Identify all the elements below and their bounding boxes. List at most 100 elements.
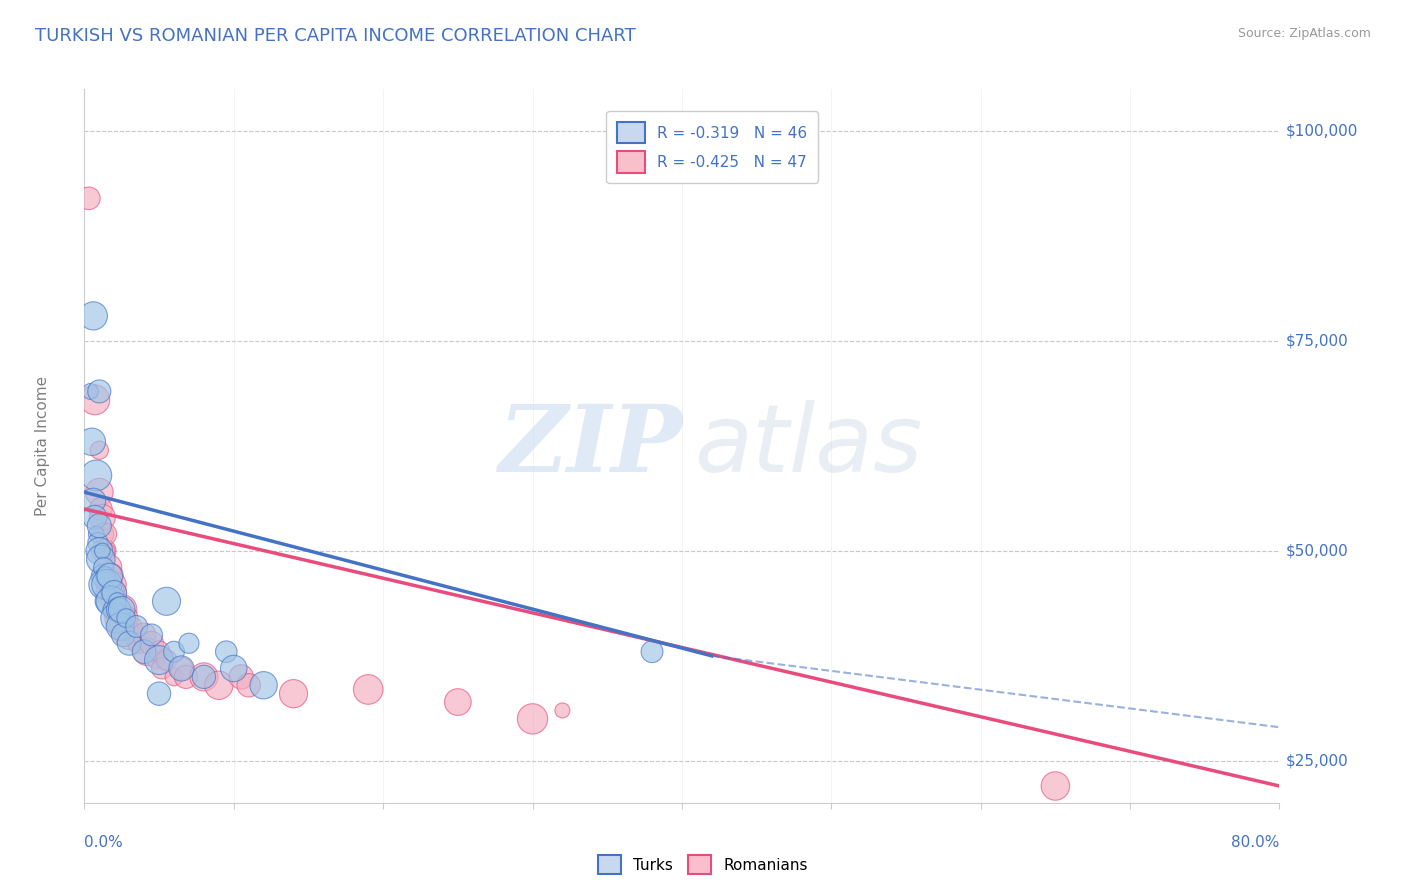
Text: 0.0%: 0.0% <box>84 835 124 850</box>
Point <box>103 586 125 600</box>
Text: Source: ZipAtlas.com: Source: ZipAtlas.com <box>1237 27 1371 40</box>
Point <box>522 712 544 726</box>
Point <box>91 569 114 583</box>
Point <box>93 544 115 558</box>
Point <box>155 653 177 667</box>
Point <box>112 628 135 642</box>
Point <box>100 586 122 600</box>
Point <box>86 527 108 541</box>
Point <box>94 569 117 583</box>
Point <box>96 577 118 591</box>
Point <box>93 577 115 591</box>
Point <box>94 527 117 541</box>
Point <box>170 661 193 675</box>
Point <box>115 611 138 625</box>
Point <box>89 485 111 500</box>
Point <box>122 619 145 633</box>
Point <box>208 678 231 692</box>
Point <box>89 443 111 458</box>
Point <box>100 594 122 608</box>
Point <box>91 510 114 524</box>
Point <box>98 569 121 583</box>
Point <box>97 560 120 574</box>
Text: $75,000: $75,000 <box>1285 334 1348 349</box>
Point <box>87 535 110 549</box>
Point <box>125 619 148 633</box>
Point <box>90 552 112 566</box>
Point <box>163 670 186 684</box>
Point <box>77 191 100 205</box>
Point <box>89 384 111 399</box>
Point <box>127 636 149 650</box>
Text: 80.0%: 80.0% <box>1232 835 1279 850</box>
Point <box>141 636 163 650</box>
Point <box>170 661 193 675</box>
Point <box>551 703 574 717</box>
Point <box>97 577 120 591</box>
Point <box>89 544 111 558</box>
Legend: R = -0.319   N = 46, R = -0.425   N = 47: R = -0.319 N = 46, R = -0.425 N = 47 <box>606 112 818 184</box>
Point <box>83 510 105 524</box>
Point <box>231 670 253 684</box>
Point <box>94 560 117 574</box>
Point <box>163 645 186 659</box>
Point <box>118 636 141 650</box>
Point <box>222 661 245 675</box>
Text: $100,000: $100,000 <box>1285 124 1358 138</box>
Text: atlas: atlas <box>695 401 922 491</box>
Point <box>89 518 111 533</box>
Point <box>238 678 260 692</box>
Point <box>103 586 125 600</box>
Point <box>91 544 114 558</box>
Point <box>111 603 134 617</box>
Point <box>193 670 215 684</box>
Point <box>145 653 167 667</box>
Point <box>82 493 104 508</box>
Point <box>132 628 156 642</box>
Legend: Turks, Romanians: Turks, Romanians <box>592 849 814 880</box>
Point <box>97 586 120 600</box>
Point <box>96 544 118 558</box>
Point <box>148 645 170 659</box>
Point <box>141 628 163 642</box>
Point <box>118 628 141 642</box>
Text: Per Capita Income: Per Capita Income <box>35 376 51 516</box>
Point <box>132 645 156 659</box>
Point <box>641 645 664 659</box>
Text: $50,000: $50,000 <box>1285 543 1348 558</box>
Point <box>105 594 128 608</box>
Point <box>96 594 118 608</box>
Point <box>148 653 170 667</box>
Point <box>93 560 115 574</box>
Point <box>110 619 132 633</box>
Point <box>193 670 215 684</box>
Point <box>104 603 127 617</box>
Point <box>110 611 132 625</box>
Point <box>86 468 108 483</box>
Point <box>174 670 197 684</box>
Point <box>1045 779 1067 793</box>
Text: $25,000: $25,000 <box>1285 754 1348 768</box>
Point <box>101 594 124 608</box>
Point <box>112 619 135 633</box>
Point <box>148 687 170 701</box>
Point <box>253 678 276 692</box>
Point <box>98 569 121 583</box>
Point <box>155 594 177 608</box>
Point <box>177 636 200 650</box>
Point <box>150 661 173 675</box>
Point <box>115 611 138 625</box>
Point <box>447 695 470 709</box>
Point <box>111 603 134 617</box>
Point <box>215 645 238 659</box>
Point <box>105 594 128 608</box>
Point <box>83 392 105 407</box>
Point <box>107 603 129 617</box>
Point <box>136 645 159 659</box>
Text: TURKISH VS ROMANIAN PER CAPITA INCOME CORRELATION CHART: TURKISH VS ROMANIAN PER CAPITA INCOME CO… <box>35 27 636 45</box>
Point <box>80 434 103 449</box>
Point <box>104 611 127 625</box>
Point <box>82 309 104 323</box>
Point <box>357 682 380 697</box>
Point <box>90 502 112 516</box>
